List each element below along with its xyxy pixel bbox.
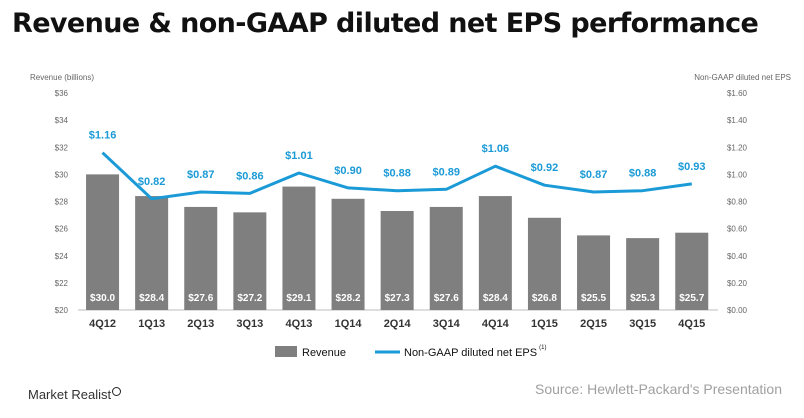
- revenue-bar: [331, 198, 365, 310]
- revenue-bar: [675, 232, 709, 310]
- eps-data-label: $0.89: [432, 166, 460, 178]
- eps-data-label: $0.90: [334, 165, 362, 177]
- revenue-bar: [429, 206, 463, 310]
- legend: Revenue Non-GAAP diluted net EPS (1): [275, 345, 546, 359]
- revenue-bar: [626, 238, 660, 310]
- revenue-bar-label: $25.3: [630, 293, 655, 304]
- revenue-bar-label: $27.3: [385, 293, 410, 304]
- source-note: Source: Hewlett-Packard's Presentation: [534, 381, 782, 397]
- x-tick-label: 3Q15: [629, 318, 656, 330]
- x-tick-label: 1Q13: [138, 318, 165, 330]
- x-tick-label: 2Q13: [187, 318, 214, 330]
- brand-name: Market Realist: [28, 387, 112, 402]
- revenue-bar-label: $26.8: [532, 293, 557, 304]
- revenue-bar: [135, 196, 169, 310]
- right-axis-ticks: $0.00 $0.20 $0.40 $0.60 $0.80 $1.00 $1.20 $1.40…: [727, 89, 748, 315]
- x-tick-label: 1Q14: [335, 318, 363, 330]
- x-axis-labels: 4Q12 1Q13 2Q13 3Q13 4Q13 1Q14 2Q14 3Q14 4Q14 1Q15…: [89, 318, 705, 330]
- magnifier-icon: [112, 387, 122, 396]
- brand-logo: Market Realist: [28, 387, 122, 402]
- legend-label-revenue: Revenue: [302, 347, 346, 359]
- left-tick-label: $34: [55, 116, 69, 125]
- right-tick-label: $1.00: [727, 170, 748, 179]
- eps-data-label: $0.82: [138, 176, 166, 188]
- x-tick-label: 4Q12: [89, 318, 116, 330]
- left-tick-label: $22: [55, 279, 69, 288]
- revenue-bar-label: $28.4: [139, 293, 164, 304]
- left-tick-label: $20: [55, 306, 69, 315]
- revenue-bars: [86, 174, 709, 310]
- x-tick-label: 4Q15: [678, 318, 705, 330]
- left-tick-label: $28: [55, 198, 69, 207]
- right-tick-label: $0.80: [727, 198, 748, 207]
- right-tick-label: $0.20: [727, 279, 748, 288]
- right-tick-label: $1.20: [727, 143, 748, 152]
- right-axis-label: Non-GAAP diluted net EPS: [694, 73, 791, 82]
- x-tick-label: 4Q13: [285, 318, 312, 330]
- revenue-bar-label: $27.6: [188, 293, 213, 304]
- eps-data-label: $1.06: [482, 143, 510, 155]
- right-tick-label: $0.60: [727, 225, 748, 234]
- x-tick-label: 2Q15: [580, 318, 607, 330]
- eps-data-label: $0.88: [629, 168, 657, 180]
- revenue-bar: [527, 217, 561, 310]
- eps-line: [101, 151, 693, 201]
- right-tick-label: $0.40: [727, 252, 748, 261]
- revenue-bar-label: $28.4: [483, 293, 508, 304]
- revenue-bar: [577, 235, 611, 310]
- eps-data-label: $0.87: [187, 169, 215, 181]
- left-tick-label: $32: [55, 143, 69, 152]
- left-tick-label: $24: [55, 252, 69, 261]
- revenue-bar-label: $28.2: [336, 293, 361, 304]
- revenue-bar-labels: $30.0 $28.4 $27.6 $27.2 $29.1 $28.2 $27.3 $27.6…: [90, 293, 705, 304]
- page-title: Revenue & non-GAAP diluted net EPS perfo…: [12, 8, 759, 39]
- eps-line-series: [101, 151, 693, 201]
- left-tick-label: $30: [55, 170, 69, 179]
- revenue-bar: [282, 186, 316, 310]
- legend-swatch-revenue: [275, 346, 297, 357]
- eps-data-label: $0.92: [531, 162, 559, 174]
- revenue-bar-label: $29.1: [286, 293, 311, 304]
- left-axis-ticks: $20 $22 $24 $26 $28 $30 $32 $34 $36: [55, 89, 69, 315]
- x-tick-label: 3Q13: [236, 318, 263, 330]
- legend-superscript-eps: (1): [539, 345, 546, 351]
- legend-label-eps: Non-GAAP diluted net EPS: [404, 347, 537, 359]
- eps-data-label: $0.88: [383, 168, 411, 180]
- revenue-bar-label: $25.7: [679, 293, 704, 304]
- left-tick-label: $36: [55, 89, 69, 98]
- eps-data-label: $0.93: [678, 161, 706, 173]
- eps-data-label: $1.16: [89, 130, 117, 142]
- revenue-bar-label: $27.6: [434, 293, 459, 304]
- x-tick-label: 3Q14: [433, 318, 461, 330]
- revenue-bar: [380, 210, 414, 310]
- x-tick-label: 1Q15: [531, 318, 558, 330]
- eps-data-label: $1.01: [285, 150, 313, 162]
- eps-data-label: $0.86: [236, 170, 264, 182]
- right-tick-label: $1.60: [727, 89, 748, 98]
- right-tick-label: $1.40: [727, 116, 748, 125]
- eps-data-label: $0.87: [580, 169, 608, 181]
- revenue-bar: [184, 206, 218, 310]
- revenue-bar-label: $30.0: [90, 293, 115, 304]
- revenue-bar-label: $27.2: [237, 293, 262, 304]
- x-tick-label: 4Q14: [482, 318, 510, 330]
- revenue-bar-label: $25.5: [581, 293, 606, 304]
- x-tick-label: 2Q14: [384, 318, 412, 330]
- left-tick-label: $26: [55, 225, 69, 234]
- right-tick-label: $0.00: [727, 306, 748, 315]
- revenue-bar: [233, 212, 267, 310]
- revenue-bar: [478, 196, 512, 310]
- revenue-bar: [86, 174, 120, 310]
- left-axis-label: Revenue (billions): [30, 73, 94, 82]
- eps-data-labels: $1.16 $0.82 $0.87 $0.86 $1.01 $0.90 $0.88 $0.89…: [89, 130, 706, 188]
